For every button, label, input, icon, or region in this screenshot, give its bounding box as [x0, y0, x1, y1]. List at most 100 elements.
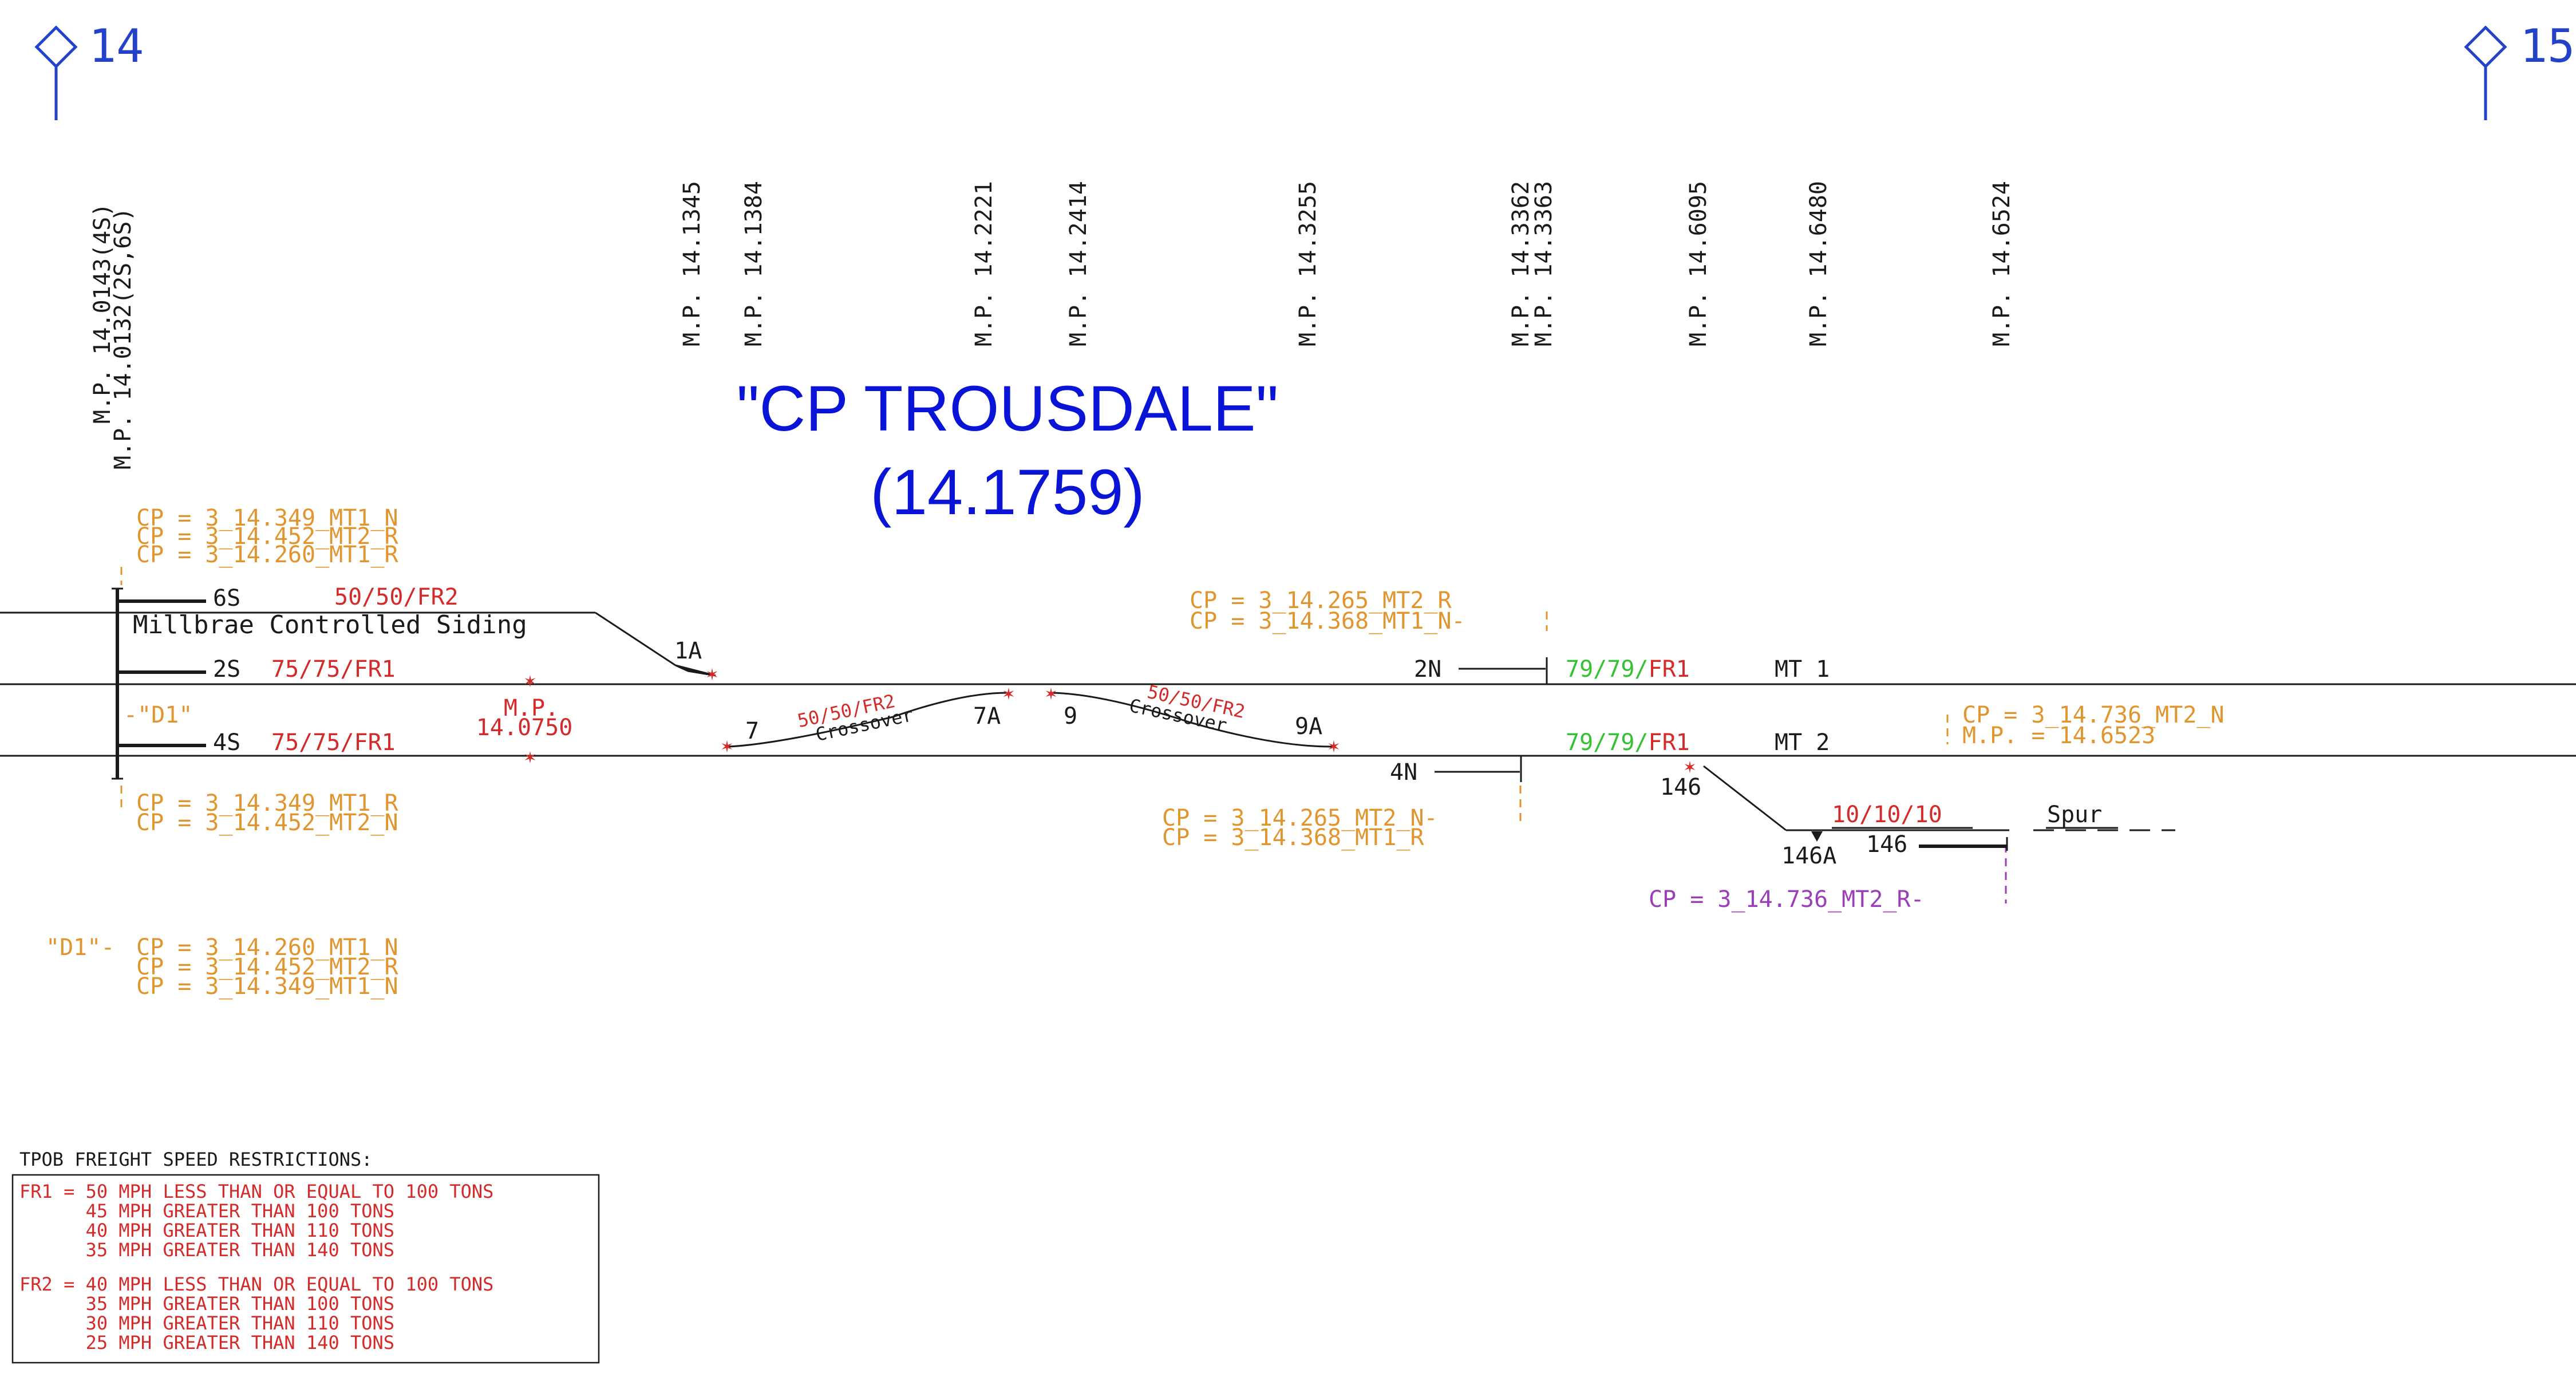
switch-label: 146 [1660, 774, 1701, 800]
x-mark-icon: ✶ [706, 662, 718, 685]
cp-notes-left-top: CP = 3_14.349_MT1_N CP = 3_14.452_MT2_R … [136, 505, 398, 568]
legend-line: 30 MPH GREATER THAN 110 TONS [19, 1312, 394, 1334]
cp-note: CP = 3_14.368_MT1_R [1162, 824, 1424, 851]
signal-label: 2S [213, 656, 240, 682]
siding-name: Millbrae Controlled Siding [133, 610, 527, 640]
cp-note: CP = 3_14.349_MT1_N [136, 505, 398, 531]
milepost-marker-14: 14 [34, 19, 144, 120]
x-mark-icon: ✶ [1045, 682, 1057, 705]
switch-label: 1A [674, 638, 702, 664]
legend-line: FR1 = 50 MPH LESS THAN OR EQUAL TO 100 T… [19, 1181, 493, 1202]
cp-note: CP = 3_14.265_MT2_R [1190, 587, 1452, 614]
x-mark-icon: ✶ [1328, 735, 1340, 757]
track-name-spur: Spur [2047, 802, 2102, 828]
cp-note: CP = 3_14.265_MT2_N- [1162, 805, 1438, 831]
signal-label: 2N [1414, 656, 1441, 682]
speed-label: 10/10/10 [1832, 802, 1942, 828]
signal-label: 6S [213, 585, 240, 611]
signal-label: 146 [1866, 831, 1907, 858]
milepost-number-14: 14 [89, 19, 144, 73]
switch-label: 9A [1295, 713, 1322, 740]
milepost-label: M.P. 14.3255 [1295, 181, 1321, 346]
x-mark-icon: ✶ [524, 745, 536, 768]
title-milepost: (14.1759) [870, 456, 1144, 528]
legend-line: 40 MPH GREATER THAN 110 TONS [19, 1220, 394, 1241]
legend-title: TPOB FREIGHT SPEED RESTRICTIONS: [19, 1149, 373, 1170]
track-name-mt1: MT 1 [1775, 656, 1830, 682]
signal-labels: 6S 2S 4S 2N 4N 146 [213, 585, 1907, 858]
switch-label: 9 [1064, 703, 1077, 729]
switch-label: 146A [1781, 843, 1836, 869]
cp-notes-mid-bottom: CP = 3_14.265_MT2_N- CP = 3_14.368_MT1_R [1162, 805, 1438, 851]
x-mark-icon: ✶ [721, 735, 733, 757]
crossover-left [728, 692, 1008, 748]
milepost-label: M.P. 14.3362 [1508, 181, 1534, 346]
track-name-mt2: MT 2 [1775, 729, 1830, 756]
speed-labels: 50/50/FR2 75/75/FR1 75/75/FR1 79/79/FR1 … [271, 584, 1942, 828]
speed-label: 75/75/FR1 [271, 656, 396, 682]
cp-note-spur: CP = 3_14.736_MT2_R- [1649, 886, 1925, 913]
milepost-note: M.P. = 14.6523 [1962, 723, 2155, 749]
cp-notes-left-bottom: CP = 3_14.349_MT1_R CP = 3_14.452_MT2_N [136, 790, 398, 836]
crossover-left-labels: 50/50/FR2 Crossover [796, 690, 915, 745]
milepost-label: M.P. 14.2221 [971, 181, 997, 346]
turnout-frog [675, 664, 716, 677]
spur-turnout [1703, 765, 1787, 831]
crossover-right-labels: 50/50/FR2 Crossover [1127, 681, 1247, 736]
cp-note: CP = 3_14.452_MT2_R [136, 954, 398, 980]
freight-speed-legend: TPOB FREIGHT SPEED RESTRICTIONS: FR1 = 5… [11, 1149, 600, 1364]
cp-note: CP = 3_14.349_MT1_N [136, 973, 398, 1000]
x-mark-icon: ✶ [524, 669, 536, 692]
siding-turnout [595, 611, 676, 666]
mp-marker-value: 14.0750 [476, 715, 573, 741]
d1-note: "D1"- CP = 3_14.260_MT1_N CP = 3_14.452_… [46, 934, 398, 1000]
crossover-right [1048, 692, 1334, 748]
diamond-icon [2464, 25, 2507, 69]
cp-notes-right: CP = 3_14.736_MT2_N M.P. = 14.6523 [1962, 702, 2225, 749]
diamond-icon [34, 25, 78, 69]
milepost-label: M.P. 14.1345 [679, 181, 705, 346]
legend-box [11, 1174, 600, 1364]
milepost-label: M.P. 14.6095 [1685, 181, 1712, 346]
cp-note: CP = 3_14.260_MT1_R [136, 542, 398, 568]
switch-label: 7 [745, 718, 759, 744]
x-mark-icon: ✶ [1684, 755, 1696, 778]
milepost-label: M.P. 14.1384 [741, 181, 767, 346]
signal-label: 4S [213, 729, 240, 756]
milepost-marker-15: 15 [2464, 19, 2575, 120]
page-title: "CP TROUSDALE" [737, 373, 1279, 444]
x-mark-icon: ✶ [1003, 682, 1014, 705]
legend-line: 35 MPH GREATER THAN 100 TONS [19, 1293, 394, 1315]
milepost-label: M.P. 14.6524 [1989, 181, 2015, 346]
milepost-number-15: 15 [2520, 19, 2575, 73]
cp-note: CP = 3_14.260_MT1_N [136, 934, 398, 961]
milepost-label: M.P. 14.3363 [1531, 181, 1557, 346]
cp-note: CP = 3_14.736_MT2_N [1962, 702, 2225, 728]
legend-line: 35 MPH GREATER THAN 140 TONS [19, 1239, 394, 1261]
legend-line: 25 MPH GREATER THAN 140 TONS [19, 1332, 394, 1354]
speed-label-mt1: 79/79/FR1 [1566, 656, 1690, 682]
switch-point-icon [1811, 831, 1823, 842]
d1-signal-label: -"D1" [124, 702, 192, 728]
switch-label: 7A [973, 703, 1001, 729]
cp-note: CP = 3_14.452_MT2_R [136, 523, 398, 550]
milepost-label: M.P. 14.6480 [1805, 181, 1832, 346]
milepost-label: M.P. 14.2414 [1065, 181, 1092, 346]
milepost-labels: M.P. 14.0143(4S) M.P. 14.0132(2S,6S) M.P… [89, 181, 2015, 469]
cp-note: CP = 3_14.452_MT2_N [136, 810, 398, 836]
speed-label-mt2: 79/79/FR1 [1566, 729, 1690, 756]
speed-label: 50/50/FR2 [334, 584, 459, 610]
mp-marker-label: M.P. [504, 695, 559, 721]
cp-note: CP = 3_14.349_MT1_R [136, 790, 398, 816]
cp-note: CP = 3_14.368_MT1_N- [1190, 608, 1465, 634]
switch-labels: 1A 7 7A 9 9A 146 146A [674, 638, 1836, 869]
x-marks: ✶ ✶ ✶ ✶ ✶ ✶ ✶ ✶ [524, 662, 1696, 778]
speed-label: 75/75/FR1 [271, 729, 396, 756]
milepost-label: M.P. 14.0132(2S,6S) [110, 207, 136, 469]
legend-line: FR2 = 40 MPH LESS THAN OR EQUAL TO 100 T… [19, 1273, 493, 1295]
legend-line: 45 MPH GREATER THAN 100 TONS [19, 1200, 394, 1222]
cp-notes-mid-top: CP = 3_14.265_MT2_R CP = 3_14.368_MT1_N- [1190, 587, 1465, 634]
d1-label: "D1"- [46, 934, 114, 961]
